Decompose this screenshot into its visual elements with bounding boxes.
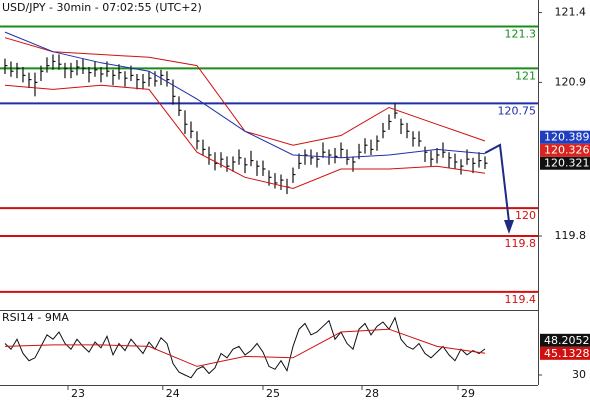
value-tag <box>540 130 590 144</box>
series-line <box>4 316 486 379</box>
forecast-arrowhead <box>504 220 514 234</box>
level-label: 120.75 <box>498 104 537 117</box>
value-tag-label: 120.321 <box>544 157 590 170</box>
series-line <box>4 31 486 159</box>
plot-layer: 121.4 120.9 119.8 121.3 121 120.75 120 119.8 119… <box>0 6 590 400</box>
value-tag <box>540 346 590 360</box>
level-label: 119.8 <box>505 237 537 250</box>
level-label: 119.4 <box>505 293 537 306</box>
y-tick-label: 30 <box>572 368 586 381</box>
chart-title: USD/JPY - 30min - 07:02:55 (UTC+2) <box>2 1 202 14</box>
value-tag-label: 120.389 <box>544 131 590 144</box>
value-tag-label: 48.2052 <box>544 334 590 347</box>
series-line <box>4 84 486 190</box>
x-tick-label: 28 <box>365 387 379 400</box>
y-tick-label: 119.8 <box>555 229 587 242</box>
indicator-title: RSI14 - 9MA <box>2 311 69 324</box>
level-label: 121.3 <box>505 28 537 41</box>
value-tag-label: 45.1328 <box>544 347 590 360</box>
level-label: 121 <box>515 69 536 82</box>
x-tick-label: 29 <box>461 387 475 400</box>
level-label: 120 <box>515 209 536 222</box>
forecast-arrow <box>484 143 510 223</box>
y-tick-label: 121.4 <box>555 6 587 19</box>
value-tag <box>540 143 590 157</box>
x-tick-label: 23 <box>71 387 85 400</box>
value-tag <box>540 333 590 347</box>
value-tag <box>540 156 590 170</box>
x-tick-label: 25 <box>266 387 280 400</box>
value-tag-label: 120.326 <box>544 144 590 157</box>
series-line <box>4 328 486 367</box>
y-tick-label: 120.9 <box>555 75 587 88</box>
x-tick-label: 24 <box>166 387 180 400</box>
